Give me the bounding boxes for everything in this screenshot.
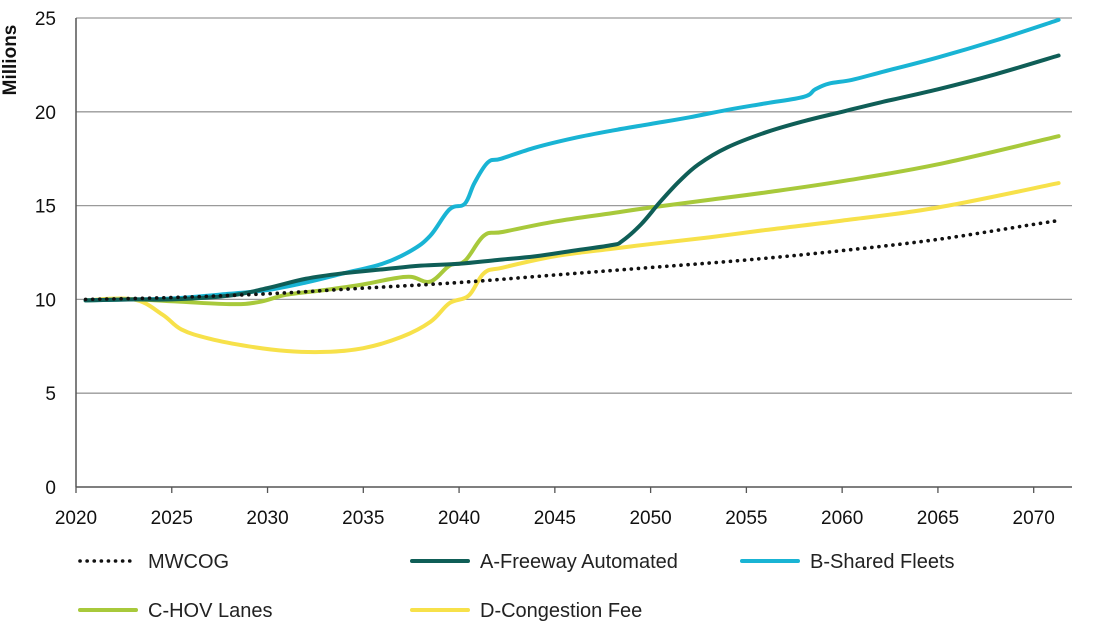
y-tick-label: 0 [45,478,56,499]
x-tick-label: 2050 [629,508,671,529]
series-line-d-congestion-fee [83,181,1061,355]
y-axis-label: Millions [0,25,21,96]
legend-item: A-Freeway Automated [410,551,678,573]
x-tick-label: 2035 [342,508,384,529]
x-tick-label: 2065 [917,508,959,529]
y-tick-label: 5 [45,384,56,405]
series-lines [83,17,1061,355]
series-line-a-freeway-automated [83,53,1061,303]
x-tick-label: 2060 [821,508,863,529]
y-tick-label: 15 [35,197,56,218]
legend-item: B-Shared Fleets [740,551,955,573]
legend-label: A-Freeway Automated [480,551,678,573]
y-tick-label: 20 [35,103,56,124]
gridlines [76,17,1072,394]
y-tick-label: 10 [35,290,56,311]
x-tick-label: 2045 [534,508,576,529]
x-tick-label: 2055 [725,508,767,529]
series-line-mwcog [83,218,1061,302]
x-tick-label: 2030 [246,508,288,529]
legend-label: C-HOV Lanes [148,600,273,622]
x-tick-label: 2020 [55,508,97,529]
legend-label: D-Congestion Fee [480,600,642,622]
axes [75,18,1072,493]
x-tick-label: 2025 [151,508,193,529]
legend: MWCOG A-Freeway Automated B-Shared Fleets C… [78,551,955,622]
x-tick-label: 2040 [438,508,480,529]
legend-item: D-Congestion Fee [410,600,642,622]
series-line-c-hov-lanes [83,134,1061,307]
series-line-b-shared-fleets [83,17,1061,303]
x-tick-label: 2070 [1013,508,1055,529]
legend-item: C-HOV Lanes [78,600,273,622]
legend-label: B-Shared Fleets [810,551,955,573]
legend-item: MWCOG [78,551,229,573]
y-tick-label: 25 [35,9,56,30]
legend-label: MWCOG [148,551,229,573]
